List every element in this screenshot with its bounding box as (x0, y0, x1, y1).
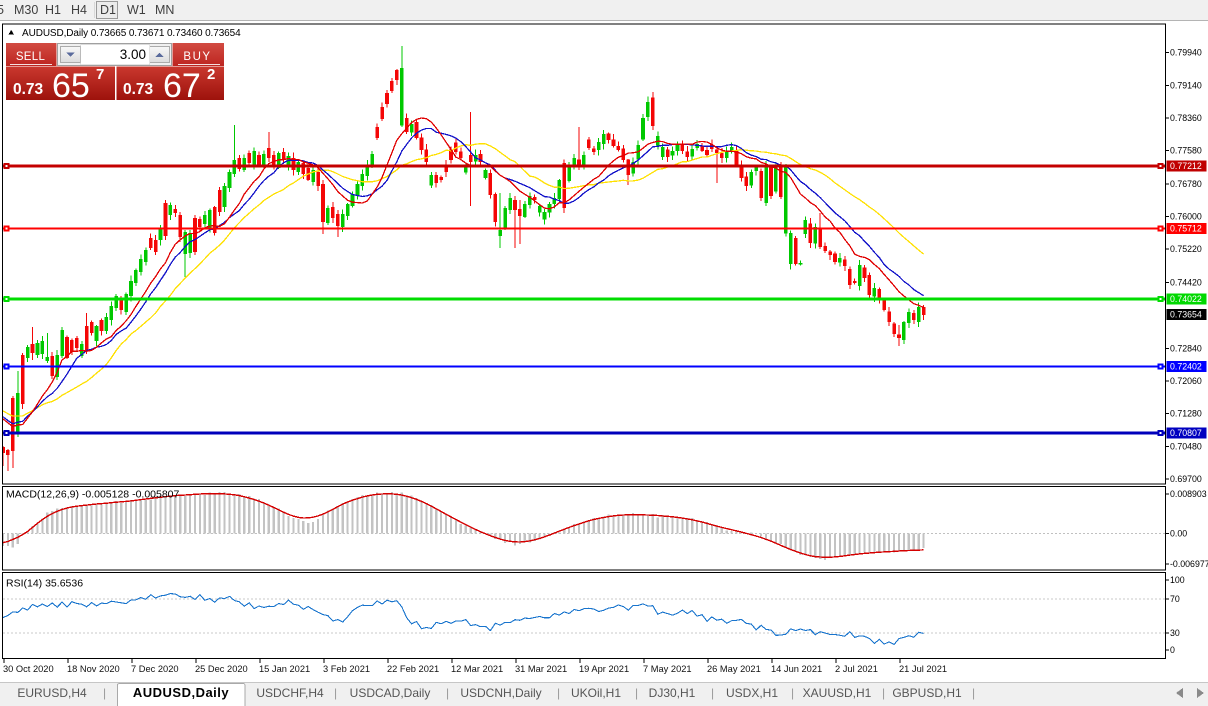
svg-text:14 Jun 2021: 14 Jun 2021 (771, 664, 822, 674)
svg-text:0.008903: 0.008903 (1170, 489, 1207, 499)
svg-text:0.75712: 0.75712 (1170, 224, 1202, 234)
svg-text:0.74420: 0.74420 (1170, 277, 1202, 287)
svg-text:|: | (711, 686, 714, 700)
svg-text:D1: D1 (100, 3, 116, 17)
svg-text:DJ30,H1: DJ30,H1 (649, 686, 696, 700)
svg-text:0.78360: 0.78360 (1170, 113, 1202, 123)
svg-text:USDCNH,Daily: USDCNH,Daily (460, 686, 541, 700)
svg-text:MACD(12,26,9) -0.005128 -0.005: MACD(12,26,9) -0.005128 -0.005807 (6, 489, 180, 501)
svg-text:XAUUSD,H1: XAUUSD,H1 (803, 686, 872, 700)
svg-text:26 May 2021: 26 May 2021 (707, 664, 761, 674)
svg-text:3 Feb 2021: 3 Feb 2021 (323, 664, 370, 674)
svg-text:0.73: 0.73 (123, 81, 154, 98)
svg-text:UKOil,H1: UKOil,H1 (571, 686, 621, 700)
svg-text:|: | (635, 686, 638, 700)
svg-text:USDX,H1: USDX,H1 (726, 686, 778, 700)
svg-text:0.72402: 0.72402 (1170, 362, 1202, 372)
svg-text:RSI(14) 35.6536: RSI(14) 35.6536 (6, 578, 83, 590)
svg-text:0.70480: 0.70480 (1170, 442, 1202, 452)
svg-text:31 Mar 2021: 31 Mar 2021 (515, 664, 567, 674)
svg-text:|: | (557, 686, 560, 700)
svg-text:2: 2 (207, 66, 215, 83)
svg-text:0.73: 0.73 (13, 81, 44, 98)
svg-text:BUY: BUY (183, 51, 211, 63)
svg-text:5: 5 (0, 3, 4, 17)
svg-text:EURUSD,H4: EURUSD,H4 (17, 686, 87, 700)
svg-text:21 Jul 2021: 21 Jul 2021 (899, 664, 947, 674)
svg-text:|: | (972, 686, 975, 700)
svg-text:19 Apr 2021: 19 Apr 2021 (579, 664, 629, 674)
svg-text:2 Jul 2021: 2 Jul 2021 (835, 664, 878, 674)
svg-text:15 Jan 2021: 15 Jan 2021 (259, 664, 310, 674)
svg-text:-0.006977: -0.006977 (1170, 559, 1208, 569)
svg-text:30 Oct 2020: 30 Oct 2020 (3, 664, 54, 674)
svg-text:0.71280: 0.71280 (1170, 408, 1202, 418)
svg-text:|: | (446, 686, 449, 700)
svg-text:AUDUSD,Daily 0.73665 0.73671: AUDUSD,Daily 0.73665 0.73671 0.73460 0.7… (22, 28, 241, 39)
svg-text:0.73654: 0.73654 (1170, 309, 1202, 319)
svg-text:0.69700: 0.69700 (1170, 474, 1202, 484)
svg-text:67: 67 (163, 67, 201, 105)
svg-text:30: 30 (1170, 628, 1180, 638)
svg-text:7 Dec 2020: 7 Dec 2020 (131, 664, 179, 674)
svg-text:|: | (334, 686, 337, 700)
svg-text:AUDUSD,Daily: AUDUSD,Daily (133, 685, 230, 700)
svg-text:M30: M30 (14, 3, 38, 17)
svg-text:7 May 2021: 7 May 2021 (643, 664, 692, 674)
svg-text:|: | (882, 686, 885, 700)
svg-text:100: 100 (1170, 575, 1185, 585)
svg-text:SELL: SELL (16, 51, 46, 63)
svg-text:0.76000: 0.76000 (1170, 212, 1202, 222)
svg-text:0.70807: 0.70807 (1170, 428, 1202, 438)
svg-text:|: | (103, 686, 106, 700)
svg-text:0.77580: 0.77580 (1170, 146, 1202, 156)
svg-text:H1: H1 (45, 3, 61, 17)
svg-text:22 Feb 2021: 22 Feb 2021 (387, 664, 439, 674)
svg-text:3.00: 3.00 (120, 47, 146, 62)
svg-text:0.76780: 0.76780 (1170, 179, 1202, 189)
svg-text:18 Nov 2020: 18 Nov 2020 (67, 664, 120, 674)
svg-text:0.79140: 0.79140 (1170, 81, 1202, 91)
svg-text:W1: W1 (127, 3, 146, 17)
svg-text:0.74022: 0.74022 (1170, 294, 1202, 304)
svg-text:0: 0 (1170, 645, 1175, 655)
svg-text:GBPUSD,H1: GBPUSD,H1 (892, 686, 962, 700)
svg-text:12 Mar 2021: 12 Mar 2021 (451, 664, 503, 674)
svg-text:0.72060: 0.72060 (1170, 376, 1202, 386)
svg-text:0.79940: 0.79940 (1170, 47, 1202, 57)
svg-text:USDCAD,Daily: USDCAD,Daily (350, 686, 431, 700)
svg-text:0.00: 0.00 (1170, 529, 1187, 539)
svg-text:H4: H4 (71, 3, 87, 17)
svg-text:25 Dec 2020: 25 Dec 2020 (195, 664, 248, 674)
svg-text:|: | (791, 686, 794, 700)
svg-text:70: 70 (1170, 594, 1180, 604)
svg-text:7: 7 (96, 66, 104, 83)
svg-text:USDCHF,H4: USDCHF,H4 (256, 686, 324, 700)
svg-text:65: 65 (52, 67, 90, 105)
svg-text:0.77212: 0.77212 (1170, 161, 1202, 171)
svg-text:MN: MN (155, 3, 174, 17)
svg-text:0.75220: 0.75220 (1170, 244, 1202, 254)
svg-text:0.72840: 0.72840 (1170, 343, 1202, 353)
